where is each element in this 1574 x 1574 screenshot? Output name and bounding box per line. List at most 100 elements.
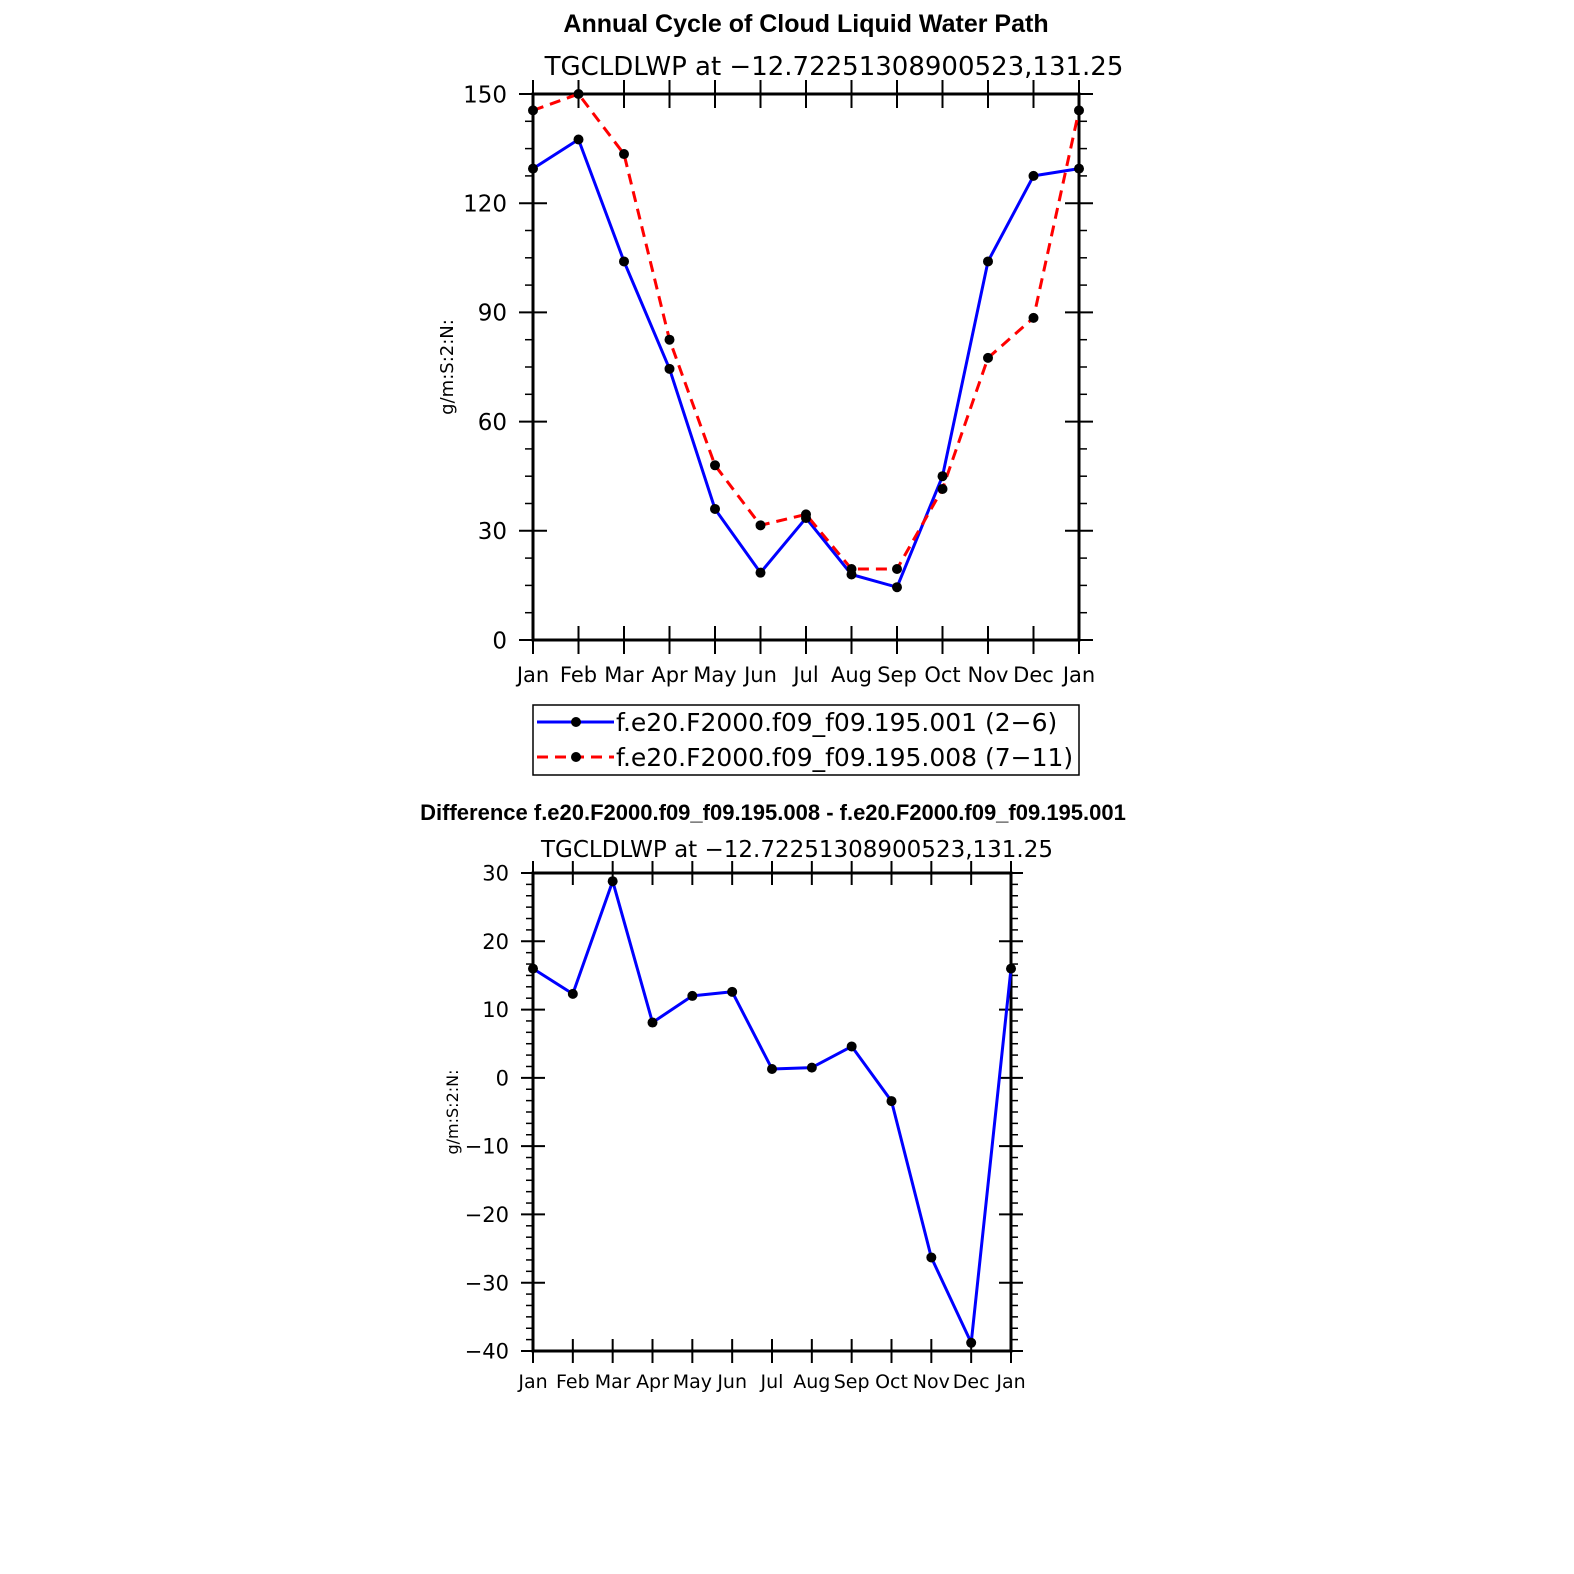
- axis-ticks: [521, 861, 1023, 1363]
- y-axis-label: g/m:S:2:N:: [437, 319, 458, 415]
- data-point-s1-7: [767, 1063, 777, 1074]
- data-point-s1-8: [806, 1062, 817, 1073]
- data-point-s1-12: [1028, 170, 1039, 181]
- series-group: [528, 876, 1016, 1348]
- data-point-s1-2: [567, 988, 578, 999]
- data-point-s2-5: [710, 460, 720, 471]
- x-tick-label: Jan: [995, 1371, 1025, 1393]
- x-tick-label: May: [693, 663, 736, 687]
- data-point-s2-9: [892, 564, 902, 575]
- x-tick-label: Jun: [742, 663, 777, 687]
- x-tick-label: Sep: [834, 1371, 870, 1393]
- data-point-s1-12: [966, 1337, 977, 1348]
- data-point-s1-11: [983, 256, 993, 267]
- series-line-2: [532, 92, 1081, 571]
- data-point-s2-8: [846, 564, 857, 575]
- legend-entry-2: f.e20.F2000.f09_f09.195.008 (7−11): [616, 743, 1073, 772]
- x-tick-label: Aug: [831, 663, 872, 687]
- data-point-s2-13: [1074, 105, 1084, 116]
- data-point-s1-1: [528, 963, 538, 974]
- data-point-s1-11: [926, 1252, 937, 1263]
- y-tick-label: −10: [465, 1135, 509, 1159]
- x-tick-label: Mar: [604, 663, 644, 687]
- legend-entry-1: f.e20.F2000.f09_f09.195.001 (2−6): [616, 708, 1057, 737]
- data-point-s2-10: [937, 483, 948, 494]
- data-point-s2-6: [755, 520, 766, 531]
- series-group: [528, 89, 1084, 593]
- data-point-s1-10: [886, 1096, 897, 1107]
- data-point-s1-1: [528, 163, 538, 174]
- data-point-s2-2: [573, 89, 584, 99]
- data-point-s1-6: [727, 986, 738, 997]
- x-tick-label: Nov: [968, 663, 1009, 687]
- x-tick-label: May: [673, 1371, 712, 1393]
- data-point-s2-3: [619, 149, 629, 160]
- data-point-s2-11: [983, 352, 993, 363]
- data-point-s1-6: [755, 567, 766, 578]
- chart-title: Difference f.e20.F2000.f09_f09.195.008 -…: [420, 800, 1126, 825]
- data-point-s2-4: [664, 334, 675, 345]
- y-tick-label: 20: [482, 930, 509, 954]
- y-tick-label: 150: [463, 82, 507, 108]
- y-tick-labels: 0 30 60 90 120 150: [463, 82, 507, 654]
- x-tick-label: Nov: [913, 1371, 950, 1393]
- y-tick-label: 0: [496, 1066, 509, 1090]
- x-tick-label: Oct: [875, 1371, 908, 1393]
- data-point-s1-9: [846, 1041, 857, 1052]
- y-tick-label: 60: [478, 410, 507, 436]
- plot-frame: [531, 871, 1013, 1353]
- y-tick-label: −30: [465, 1271, 509, 1295]
- data-point-s1-5: [687, 990, 698, 1001]
- x-tick-label: Sep: [877, 663, 917, 687]
- data-point-s1-2: [573, 134, 584, 145]
- y-tick-label: 90: [478, 301, 507, 327]
- legend-box: [532, 704, 1080, 776]
- data-point-s2-7: [801, 509, 811, 520]
- data-point-s1-4: [647, 1017, 658, 1028]
- y-tick-label: 30: [482, 862, 509, 886]
- x-tick-label: Apr: [651, 663, 688, 687]
- x-tick-label: Jan: [515, 663, 549, 687]
- y-tick-label: 0: [492, 628, 507, 654]
- y-axis-label: g/m:S:2:N:: [443, 1070, 462, 1155]
- data-point-s1-10: [937, 471, 948, 482]
- difference-panel: Difference f.e20.F2000.f09_f09.195.008 -…: [420, 800, 1126, 1393]
- y-tick-label: −40: [465, 1340, 509, 1364]
- x-tick-label: Jun: [716, 1371, 747, 1393]
- annual-cycle-panel: Annual Cycle of Cloud Liquid Water Path …: [437, 10, 1124, 776]
- y-tick-labels: −40 −30 −20 −10 0 10 20 30: [465, 862, 509, 1364]
- chart-subtitle: TGCLDLWP at −12.72251308900523,131.25: [544, 52, 1124, 82]
- legend: f.e20.F2000.f09_f09.195.001 (2−6) f.e20.…: [532, 704, 1080, 776]
- x-tick-label: Feb: [560, 663, 597, 687]
- x-tick-label: Dec: [1013, 663, 1054, 687]
- axis-ticks: [519, 80, 1093, 654]
- x-tick-label: Jul: [760, 1371, 784, 1393]
- chart-subtitle: TGCLDLWP at −12.72251308900523,131.25: [540, 837, 1053, 863]
- x-tick-label: Feb: [556, 1371, 590, 1393]
- x-tick-label: Jan: [1061, 663, 1095, 687]
- data-point-s1-13: [1074, 163, 1084, 174]
- x-tick-label: Mar: [595, 1371, 631, 1393]
- x-tick-label: Apr: [636, 1371, 669, 1393]
- y-tick-label: 120: [463, 191, 507, 217]
- y-tick-label: −20: [465, 1203, 509, 1227]
- legend-swatch-marker-red: [571, 752, 581, 762]
- data-point-s1-3: [607, 876, 618, 887]
- x-tick-labels: Jan Feb Mar Apr May Jun Jul Aug Sep Oct Nov Dec Jan: [517, 1371, 1025, 1393]
- data-point-s1-13: [1006, 963, 1016, 974]
- x-tick-labels: Jan Feb Mar Apr May Jun Jul Aug Sep Oct Nov Dec Jan: [515, 663, 1095, 687]
- series-line-1: [532, 879, 1013, 1345]
- data-point-s2-1: [528, 105, 538, 116]
- data-point-s1-4: [664, 363, 675, 374]
- x-tick-label: Oct: [924, 663, 960, 687]
- y-tick-label: 30: [478, 519, 507, 545]
- x-tick-label: Dec: [953, 1371, 990, 1393]
- data-point-s1-5: [710, 503, 720, 514]
- data-point-s1-9: [892, 582, 902, 593]
- y-tick-label: 10: [482, 998, 509, 1022]
- legend-swatch-marker-blue: [571, 717, 581, 727]
- chart-title: Annual Cycle of Cloud Liquid Water Path: [563, 10, 1048, 38]
- x-tick-label: Aug: [793, 1371, 830, 1393]
- plot-frame: [531, 92, 1081, 642]
- x-tick-label: Jan: [517, 1371, 547, 1393]
